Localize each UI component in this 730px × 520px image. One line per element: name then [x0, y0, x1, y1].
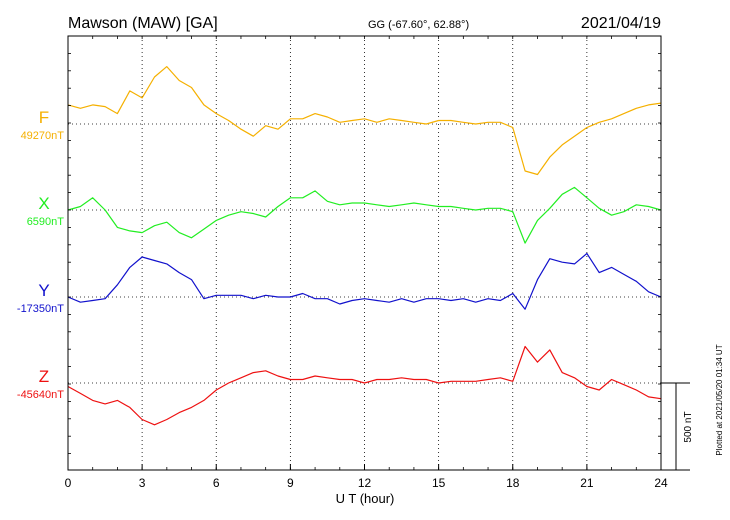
series-baseline-y: -17350nT	[17, 303, 64, 315]
x-axis-label: U T (hour)	[336, 491, 395, 506]
scale-bar: 500 nT	[661, 382, 694, 471]
coordinates-label: GG (-67.60°, 62.88°)	[368, 19, 469, 31]
series-name-y: Y	[38, 281, 49, 300]
series-name-z: Z	[39, 367, 49, 386]
series-name-f: F	[39, 108, 49, 127]
station-title: Mawson (MAW) [GA]	[68, 15, 218, 32]
series-line-f	[67, 66, 662, 176]
x-tick-label: 15	[432, 476, 446, 490]
x-tick-label: 24	[654, 476, 668, 490]
series-baseline-z: -45640nT	[17, 389, 64, 401]
date-label: 2021/04/19	[581, 15, 661, 32]
x-tick-label: 9	[287, 476, 294, 490]
series-labels: F 49270nT X 6590nT Y -17350nT Z -45640nT	[17, 108, 64, 401]
series-line-z	[67, 345, 662, 426]
x-tick-label: 6	[213, 476, 220, 490]
grid	[68, 36, 661, 470]
x-tick-label: 0	[65, 476, 72, 490]
scale-bar-label: 500 nT	[683, 411, 694, 442]
series-name-x: X	[38, 194, 49, 213]
x-tick-label: 12	[358, 476, 372, 490]
series-line-x	[67, 186, 662, 244]
series-baseline-x: 6590nT	[27, 216, 65, 228]
series-baseline-f: 49270nT	[21, 130, 65, 142]
x-tick-label: 3	[139, 476, 146, 490]
x-tick-label: 21	[580, 476, 594, 490]
series-line-y	[67, 252, 662, 310]
plotted-timestamp: Plotted at 2021/05/20 01:34 UT	[715, 344, 724, 455]
x-tick-label: 18	[506, 476, 520, 490]
x-axis: 0 3 6 9 12 15 18 21 24	[65, 35, 668, 490]
series-layer	[67, 66, 662, 426]
